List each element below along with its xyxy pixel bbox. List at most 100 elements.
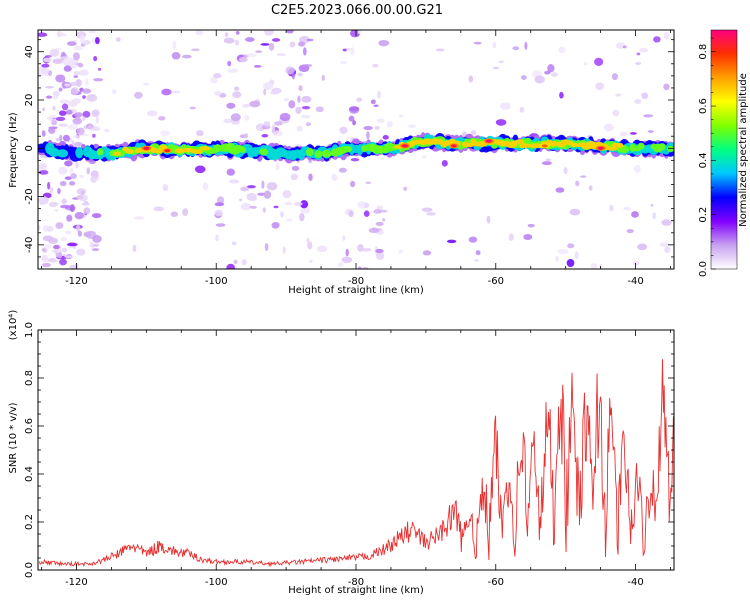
heatmap-noise-cell [293,201,303,206]
heatmap-noise-cell [246,185,256,189]
heatmap-noise-cell [226,263,236,269]
heatmap-noise-cell [563,167,568,175]
heatmap-noise-cell [46,95,53,99]
heatmap-noise-cell [567,243,575,249]
heatmap-noise-cell [612,109,620,117]
heatmap-noise-cell [366,131,370,140]
heatmap-noise-cell [276,53,287,56]
heatmap-noise-cell [73,75,79,78]
heatmap-noise-cell [296,125,303,132]
heatmap-noise-cell [301,106,311,110]
heatmap-noise-cell [82,110,91,118]
heatmap-noise-cell [594,57,604,66]
heatmap-noise-cell [83,207,91,215]
colorbar-tick-label: 0.0 [698,261,709,277]
heatmap-noise-cell [261,134,269,138]
heatmap-noise-cell [566,258,575,268]
heatmap-noise-cell [298,41,306,47]
heatmap-noise-cell [284,201,293,206]
heatmap-noise-cell [73,71,81,76]
heatmap-noise-cell [171,90,181,94]
snr-y-label: SNR (10 * v/v) [8,402,19,473]
heatmap-noise-cell [575,180,580,187]
heatmap-noise-cell [59,134,63,142]
heatmap-noise-cell [544,70,551,75]
heatmap-noise-cell [87,125,93,128]
heatmap-noise-cell [60,236,68,242]
heatmap-noise-cell [95,115,99,124]
heatmap-noise-cell [375,251,385,260]
heatmap-ridge-cell [96,148,104,156]
heatmap-noise-cell [626,229,634,234]
heatmap-noise-cell [142,82,150,86]
heatmap-noise-cell [356,97,363,102]
heatmap-noise-cell [331,173,338,181]
heatmap-noise-cell [372,63,379,68]
heatmap-noise-cell [386,121,393,128]
heatmap-noise-cell [182,54,192,59]
colorbar-tick-label: 0.6 [698,98,709,114]
heatmap-ridge-cell [586,140,596,147]
heatmap-noise-cell [82,95,86,99]
y-tick-label: 0.8 [24,370,35,386]
colorbar-tick-label: 0.8 [698,44,709,60]
heatmap-noise-cell [59,258,67,266]
x-tick-label: -80 [348,577,364,588]
heatmap-noise-cell [527,223,535,228]
heatmap-noise-cell [468,236,478,243]
heatmap-noise-cell [49,48,60,57]
heatmap-noise-cell [223,118,233,124]
colorbar-tick-label: 0.2 [698,207,709,223]
heatmap-noise-cell [89,241,95,248]
heatmap-noise-cell [375,248,384,254]
heatmap-noise-cell [245,37,255,42]
heatmap-noise-cell [249,100,261,108]
heatmap-noise-cell [357,30,362,35]
heatmap-noise-cell [270,90,280,95]
heatmap-noise-cell [209,76,218,84]
heatmap-noise-cell [146,110,158,117]
heatmap-noise-cell [95,36,100,45]
heatmap-ridge-cell [343,145,353,153]
heatmap-noise-cell [373,209,382,214]
heatmap-ridge-cell [666,145,674,153]
heatmap-noise-cell [300,115,311,119]
heatmap-noise-cell [170,211,179,217]
heatmap-noise-cell [345,248,349,257]
heatmap-noise-cell [348,115,355,122]
heatmap-noise-cell [92,126,101,132]
heatmap-noise-cell [271,38,281,42]
heatmap-noise-cell [115,37,121,42]
heatmap-noise-cell [162,183,169,192]
heatmap-noise-cell [280,211,284,218]
heatmap-noise-cell [74,142,84,147]
heatmap-noise-cell [227,68,239,73]
heatmap-noise-cell [64,83,71,87]
heatmap-noise-cell [93,243,99,247]
heatmap-noise-cell [235,31,240,35]
heatmap-noise-cell [70,63,78,69]
heatmap-noise-cell [295,106,302,114]
heatmap-noise-cell [239,198,243,202]
heatmap-noise-cell [263,88,267,96]
heatmap-noise-cell [261,180,265,189]
heatmap-noise-cell [47,257,57,262]
heatmap-noise-cell [264,242,269,251]
heatmap-noise-cell [574,251,579,260]
spectrogram-x-label: Height of straight line (km) [288,285,424,296]
heatmap-ridge-cell [191,149,203,155]
heatmap-noise-cell [59,180,67,187]
heatmap-noise-cell [52,244,60,250]
heatmap-noise-cell [297,72,303,77]
heatmap-noise-cell [67,124,78,130]
heatmap-ridge-cell [75,147,84,159]
heatmap-noise-cell [249,205,257,209]
heatmap-ridge-cell [239,147,247,154]
heatmap-noise-cell [468,75,474,83]
heatmap-ridge-cell [174,148,186,154]
heatmap-noise-cell [41,262,51,268]
heatmap-noise-cell [194,165,206,174]
heatmap-noise-cell [227,60,232,67]
heatmap-ridge-cell [523,143,533,148]
heatmap-noise-cell [273,121,283,126]
